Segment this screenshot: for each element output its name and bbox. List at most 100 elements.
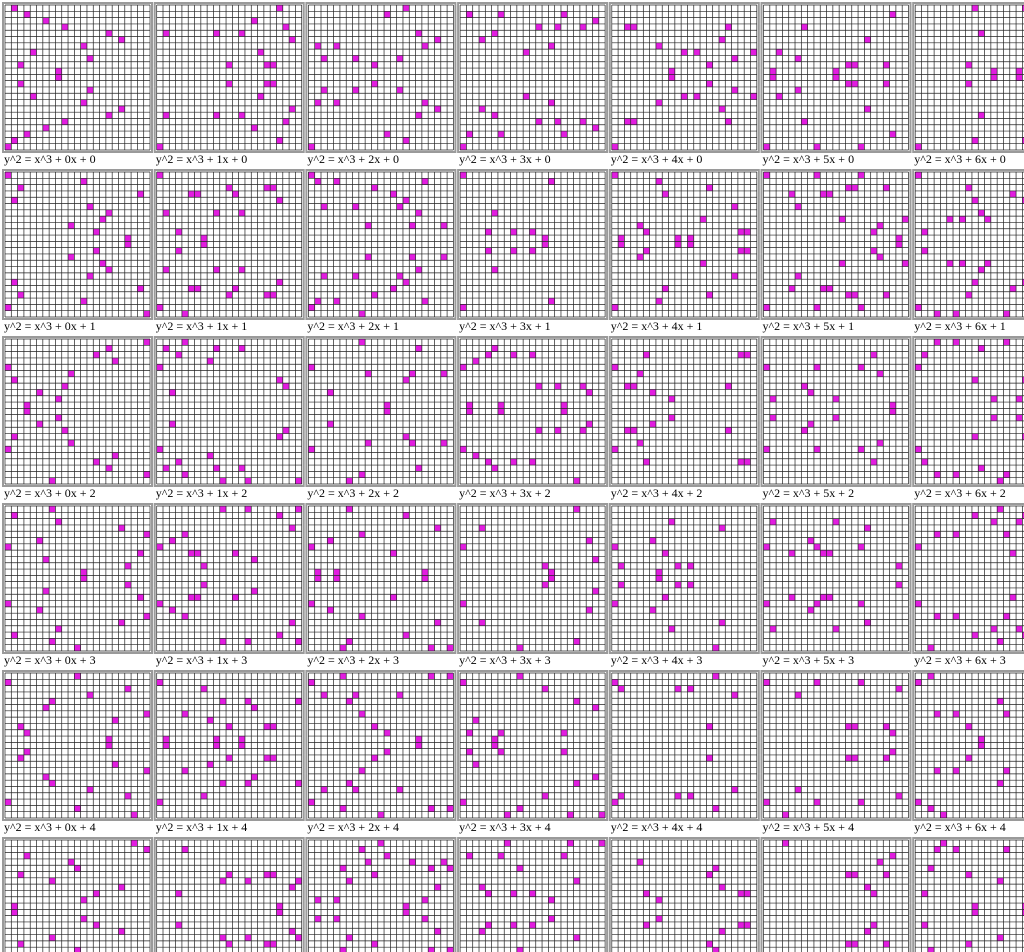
curve-point [270, 871, 277, 878]
curve-point [390, 594, 397, 601]
curve-point [927, 865, 935, 872]
curve-point [479, 524, 486, 532]
curve-point [820, 285, 827, 292]
curve-point [978, 742, 985, 749]
curve-point [415, 465, 422, 472]
curve-point [662, 190, 669, 198]
curve-point [560, 408, 568, 415]
curve-point [832, 74, 840, 81]
curve-point [163, 345, 170, 352]
curve-point [415, 266, 422, 273]
cell-grid [459, 338, 606, 485]
curve-point [61, 118, 69, 125]
curve-point [428, 947, 435, 952]
curve-point [143, 710, 150, 718]
curve-point [700, 216, 707, 223]
curve-point [276, 903, 283, 910]
curve-point [99, 216, 106, 223]
curve-point [421, 896, 429, 904]
curve-point [421, 575, 429, 582]
curve-point [295, 477, 302, 484]
curve-point [263, 291, 271, 299]
panel-frame [608, 169, 760, 320]
curve-point [327, 420, 334, 428]
curve-point [510, 890, 517, 897]
curve-point [485, 890, 492, 897]
curve-point [270, 61, 277, 69]
curve-point [813, 799, 821, 806]
cell-grid [308, 839, 454, 952]
curve-point [93, 458, 100, 466]
curve-point [763, 143, 770, 150]
curve-point [870, 921, 877, 929]
curve-point [402, 197, 410, 204]
curve-point [421, 298, 429, 305]
curve-point [535, 23, 543, 31]
curve-label: y^2 = x^3 + 1x + 0 [156, 152, 248, 166]
curve-point [169, 606, 176, 614]
curve-point [845, 184, 852, 191]
curve-point [308, 543, 315, 551]
curve-point [624, 118, 631, 125]
curve-panel: y^2 = x^3 + 2x + 1 [305, 169, 457, 333]
curve-label: y^2 = x^3 + 4x + 3 [611, 653, 703, 667]
curve-point [769, 625, 777, 633]
curve-point [965, 940, 972, 948]
curve-point [763, 799, 770, 806]
curve-point [637, 222, 644, 229]
curve-point [5, 799, 12, 806]
curve-point [826, 594, 833, 601]
curve-point [883, 184, 890, 191]
curve-point [232, 190, 239, 198]
cell-grid [763, 505, 909, 652]
curve-point [30, 93, 37, 100]
curve-point [447, 805, 454, 812]
cell-grid [4, 839, 151, 952]
curve-point [915, 446, 922, 453]
curve-point [801, 383, 808, 390]
curve-point [23, 852, 31, 859]
curve-point [921, 228, 928, 236]
curve-point [845, 871, 852, 878]
curve-point [655, 896, 663, 904]
curve-point [883, 754, 890, 762]
curve-label: y^2 = x^3 + 6x + 2 [914, 486, 1006, 500]
curve-label: y^2 = x^3 + 5x + 4 [763, 820, 855, 834]
curve-point [978, 736, 985, 743]
curve-point [402, 632, 410, 639]
curve-point [915, 143, 922, 150]
curve-point [460, 799, 467, 806]
curve-point [535, 383, 543, 390]
curve-point [598, 840, 606, 847]
curve-point [497, 748, 505, 755]
curve-point [554, 118, 561, 125]
curve-point [308, 799, 315, 806]
curve-point [213, 30, 220, 37]
curve-point [934, 339, 941, 346]
curve-point [839, 260, 846, 267]
curve-label: y^2 = x^3 + 0x + 0 [4, 152, 96, 166]
curve-point [333, 298, 340, 305]
curve-point [93, 890, 100, 897]
curve-point [674, 241, 682, 248]
curve-point [795, 786, 802, 793]
curve-point [1003, 710, 1010, 718]
cell-grid [4, 4, 151, 151]
curve-point [308, 172, 315, 179]
curve-point [137, 285, 144, 292]
cell-grid [611, 672, 758, 819]
curve-point [396, 203, 403, 210]
curve-label: y^2 = x^3 + 2x + 4 [307, 820, 399, 834]
curve-point [276, 632, 283, 639]
curve-point [226, 184, 233, 191]
cell-grid [4, 505, 151, 652]
curve-label: y^2 = x^3 + 2x + 1 [307, 319, 399, 333]
curve-point [637, 439, 644, 447]
curve-point [314, 569, 322, 576]
curve-point [143, 531, 150, 538]
curve-point [11, 5, 18, 12]
curve-point [592, 587, 599, 595]
curve-point [276, 512, 283, 519]
curve-point [472, 761, 480, 768]
